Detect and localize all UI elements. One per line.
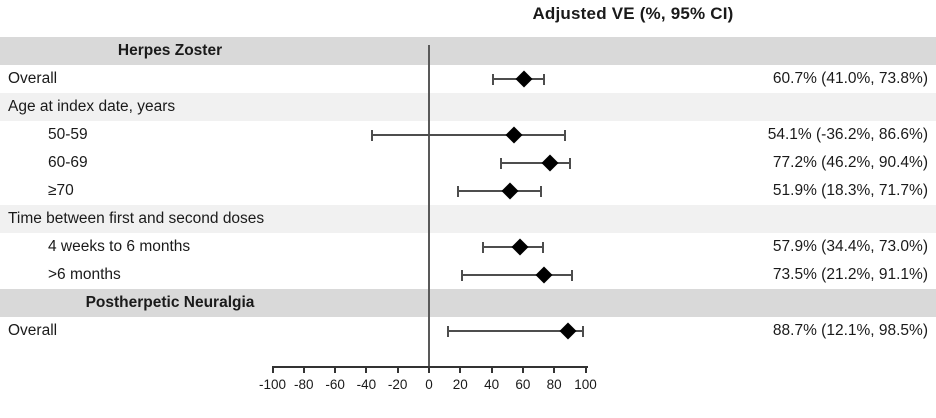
value-label: 77.2% (46.2%, 90.4%) (772, 154, 928, 171)
ci-cap (569, 157, 572, 169)
ci-cap (461, 269, 464, 281)
ci-cap (492, 73, 495, 85)
axis-tick (459, 366, 462, 373)
x-axis-line (272, 366, 588, 368)
table-row-subsection: Age at index date, years (0, 93, 936, 121)
axis-tick-label: -80 (294, 377, 314, 392)
value-label: 57.9% (34.4%, 73.0%) (772, 238, 928, 255)
axis-tick-label: -40 (356, 377, 377, 392)
row-label: Herpes Zoster (117, 42, 223, 59)
row-label: >6 months (48, 266, 121, 283)
row-label: Age at index date, years (8, 98, 176, 115)
ci-cap (543, 73, 546, 85)
value-label: 54.1% (-36.2%, 86.6%) (767, 126, 928, 143)
value-label: 88.7% (12.1%, 98.5%) (772, 322, 928, 339)
axis-tick (428, 366, 430, 373)
row-label: 60-69 (48, 154, 88, 171)
ci-cap (371, 129, 374, 141)
table-row: 50-59 54.1% (-36.2%, 86.6%) (0, 121, 936, 149)
axis-tick-label: 80 (546, 377, 562, 392)
value-label: 60.7% (41.0%, 73.8%) (772, 70, 928, 87)
zero-reference-line (428, 45, 430, 366)
axis-tick (490, 366, 493, 373)
ci-cap (456, 185, 459, 197)
axis-tick (584, 366, 587, 373)
axis-tick-label: -100 (258, 377, 287, 392)
ci-line (447, 330, 584, 332)
axis-tick-label: 20 (452, 377, 468, 392)
axis-tick (365, 366, 368, 373)
ci-cap (481, 241, 484, 253)
row-label: Overall (8, 70, 58, 87)
axis-tick (396, 366, 399, 373)
value-label: 73.5% (21.2%, 91.1%) (772, 266, 928, 283)
ci-cap (446, 325, 449, 337)
ci-line (372, 134, 565, 136)
ci-cap (542, 241, 545, 253)
ci-line (501, 162, 571, 164)
table-row-subsection: Time between first and second doses (0, 205, 936, 233)
row-label: Time between first and second doses (8, 210, 265, 227)
row-label: 50-59 (48, 126, 88, 143)
ci-cap (582, 325, 585, 337)
ci-cap (563, 129, 566, 141)
axis-tick (302, 366, 305, 373)
ci-cap (570, 269, 573, 281)
row-label: Overall (8, 322, 58, 339)
axis-tick-label: 100 (574, 377, 597, 392)
axis-tick-label: 0 (425, 377, 433, 392)
axis-tick-label: -20 (387, 377, 408, 392)
ci-line (457, 190, 542, 192)
ci-cap (540, 185, 543, 197)
axis-tick-label: 40 (484, 377, 500, 392)
table-row-section: Postherpetic Neuralgia (0, 289, 936, 317)
ci-cap (500, 157, 503, 169)
axis-tick-label: -60 (325, 377, 345, 392)
table-row-section: Herpes Zoster (0, 37, 936, 65)
axis-tick (334, 366, 337, 373)
row-label: Postherpetic Neuralgia (85, 294, 255, 311)
table-row: 4 weeks to 6 months 57.9% (34.4%, 73.0%) (0, 233, 936, 261)
axis-tick (553, 366, 556, 373)
value-label: 51.9% (18.3%, 71.7%) (772, 182, 928, 199)
row-label: 4 weeks to 6 months (48, 238, 191, 255)
axis-tick (521, 366, 524, 373)
axis-tick (271, 366, 274, 373)
table-row: ≥70 51.9% (18.3%, 71.7%) (0, 177, 936, 205)
ci-line (462, 274, 572, 276)
axis-tick-label: 60 (515, 377, 531, 392)
table-row: 60-69 77.2% (46.2%, 90.4%) (0, 149, 936, 177)
row-label: ≥70 (48, 182, 74, 199)
chart-title: Adjusted VE (%, 95% CI) (532, 4, 734, 23)
table-row: Overall 60.7% (41.0%, 73.8%) (0, 65, 936, 93)
